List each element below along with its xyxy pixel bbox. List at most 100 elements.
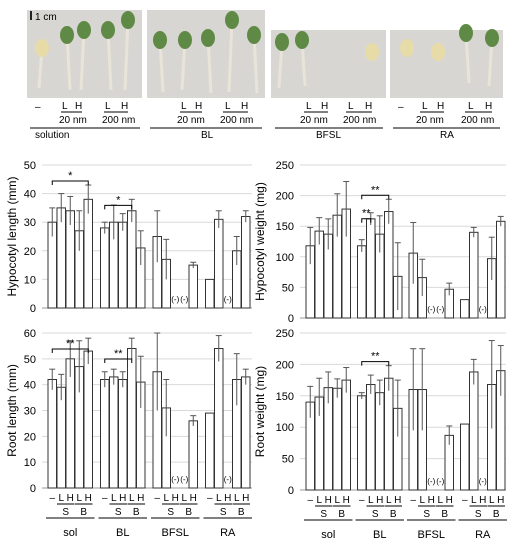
bar (341, 379, 351, 491)
solution-low-200: L (105, 101, 111, 112)
x-tick-label: – (102, 493, 108, 504)
missing-value-label: (-) (180, 475, 188, 484)
y-tick-label: 30 (24, 217, 36, 229)
seedling-leaf (365, 43, 379, 61)
seedling-photo-panel: 1 cm – L H L H 20 nm 200 nm solution L H… (27, 10, 503, 141)
x-tick-label: L (111, 493, 117, 504)
y-tick-label: 50 (282, 454, 294, 466)
bar (332, 387, 342, 491)
subgroup-label: S (62, 507, 69, 518)
scale-label: 1 cm (35, 12, 57, 23)
bar (65, 358, 75, 489)
significance-bracket (361, 194, 390, 200)
seedling-stem (65, 34, 72, 91)
subgroup-label: B (390, 509, 397, 520)
ra-dash: – (398, 102, 404, 113)
subgroup-label: S (167, 507, 174, 518)
bar (460, 299, 470, 319)
y-tick-label: 10 (24, 274, 36, 286)
x-tick-label: H (343, 495, 350, 506)
x-tick-label: L (437, 495, 443, 506)
significance-bracket (361, 361, 390, 366)
solution-conc-20: 20 nm (59, 115, 87, 126)
x-tick-label: L (489, 495, 495, 506)
x-tick-label: H (325, 495, 332, 506)
y-tick-label: 0 (288, 485, 294, 497)
y-tick-label: 30 (24, 406, 36, 418)
seedling-leaf (35, 39, 49, 57)
x-tick-label: – (359, 495, 365, 506)
y-tick-label: 250 (276, 160, 294, 172)
significance-label: ** (66, 338, 75, 350)
bar (118, 379, 128, 489)
seedling-stem (252, 34, 259, 94)
bar (83, 198, 93, 309)
bar (214, 348, 224, 489)
y-tick-label: 150 (276, 221, 294, 233)
missing-value-label: (-) (427, 305, 435, 314)
x-tick-label: – (410, 495, 416, 506)
missing-value-label: (-) (171, 295, 179, 304)
group-label: BFSL (161, 527, 189, 539)
subgroup-label: S (220, 507, 227, 518)
bar (469, 371, 479, 491)
bar (384, 377, 394, 491)
y-axis-label: Root length (mm) (5, 364, 19, 457)
significance-bracket (361, 218, 372, 223)
significance-label: ** (371, 351, 380, 363)
y-tick-label: 0 (288, 313, 294, 325)
group-label: BFSL (417, 529, 445, 541)
group-label: BL (373, 529, 386, 541)
seedling-leaf (60, 26, 74, 44)
bar (241, 215, 251, 309)
bar (100, 379, 110, 489)
bfsl-low-20: L (306, 101, 312, 112)
bl-high-20: H (195, 101, 202, 112)
bl-high-200: H (241, 101, 248, 112)
subgroup-label: B (80, 507, 87, 518)
y-tick-label: 50 (24, 160, 36, 172)
bfsl-conc-20: 20 nm (300, 115, 328, 126)
x-tick-label: L (316, 495, 322, 506)
significance-label: ** (114, 348, 123, 360)
seedling-stem (227, 19, 234, 93)
seedling-leaf (247, 26, 261, 44)
missing-value-label: (-) (436, 477, 444, 486)
seedling-leaf (400, 39, 414, 57)
significance-bracket (104, 358, 133, 363)
significance-label: * (116, 194, 121, 206)
bar (127, 348, 137, 489)
seedling-leaf (153, 31, 167, 49)
y-axis-label: Hypocotyl length (mm) (5, 176, 19, 296)
solution-high-20: H (75, 101, 82, 112)
x-tick-label: H (446, 495, 453, 506)
subgroup-label: S (115, 507, 122, 518)
significance-bracket (51, 348, 89, 353)
seedling-stem (106, 29, 113, 91)
ra-low-20: L (422, 101, 428, 112)
significance-bracket (51, 180, 89, 186)
bfsl-high-200: H (365, 101, 372, 112)
seedling-stem (206, 37, 213, 94)
x-tick-label: L (471, 495, 477, 506)
subgroup-label: S (423, 509, 430, 520)
bar (56, 207, 66, 309)
ra-conc-200: 200 nm (461, 115, 494, 126)
seedling-leaf (121, 11, 135, 29)
bfsl-high-20: H (321, 101, 328, 112)
solution-dash: – (35, 102, 41, 113)
seedlings (35, 11, 499, 94)
scale-bar-icon (30, 11, 32, 20)
bar (366, 383, 376, 491)
x-tick-label: L (368, 495, 374, 506)
bar (205, 412, 215, 489)
bl-low-200: L (225, 101, 231, 112)
x-tick-label: H (376, 495, 383, 506)
missing-value-label: (-) (171, 475, 179, 484)
bar (56, 386, 66, 489)
x-tick-label: H (394, 495, 401, 506)
y-tick-label: 40 (24, 380, 36, 392)
